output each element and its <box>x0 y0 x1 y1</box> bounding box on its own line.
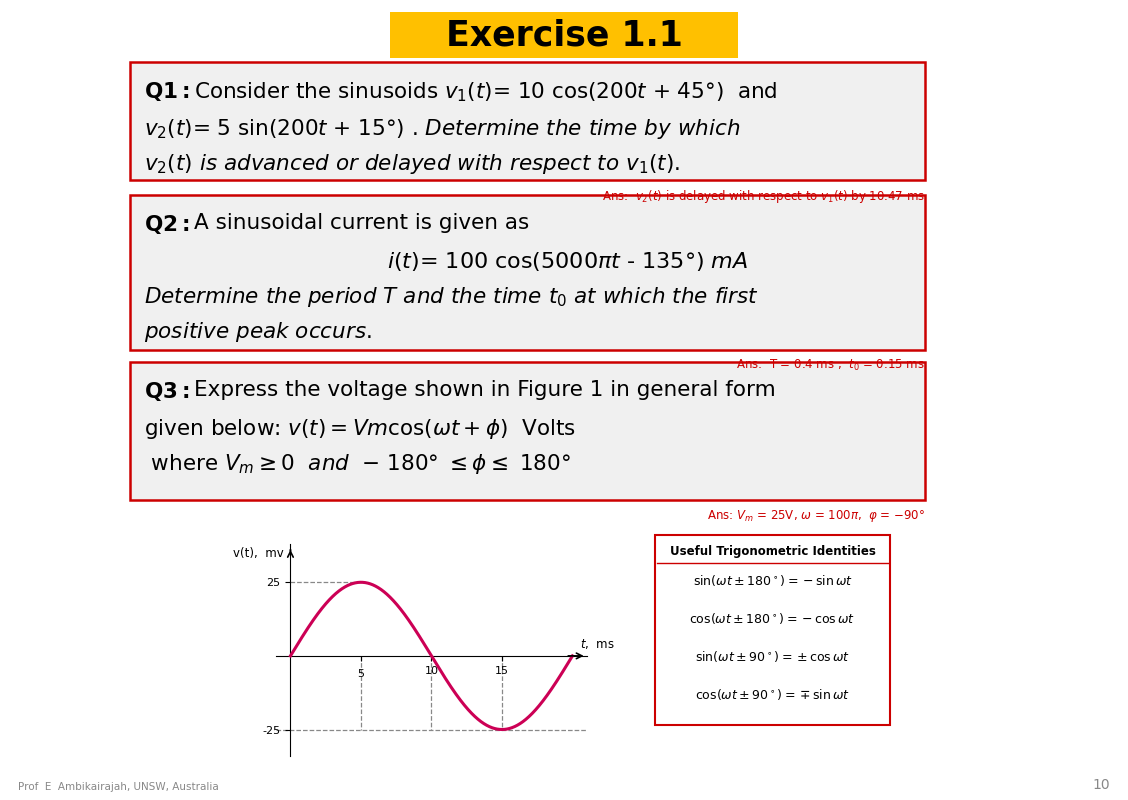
Text: $\it{v_2(t)\ is\ advanced\ or\ delayed\ with\ respect\ to\ v_1(t).}$: $\it{v_2(t)\ is\ advanced\ or\ delayed\ … <box>144 152 680 176</box>
Text: v(t),  mv: v(t), mv <box>232 547 283 560</box>
FancyBboxPatch shape <box>130 62 925 180</box>
Text: Useful Trigonometric Identities: Useful Trigonometric Identities <box>670 545 875 558</box>
Text: Ans: $V_m$ = 25V, $\omega$ = 100$\pi$,  $\varphi$ = $-$90°: Ans: $V_m$ = 25V, $\omega$ = 100$\pi$, $… <box>707 508 925 524</box>
Text: A sinusoidal current is given as: A sinusoidal current is given as <box>194 213 529 233</box>
Text: 5: 5 <box>358 669 364 679</box>
Text: Express the voltage shown in Figure 1 in general form: Express the voltage shown in Figure 1 in… <box>194 380 776 400</box>
Text: $\sin(\omega t \pm 90^\circ) = \pm\cos\omega t$: $\sin(\omega t \pm 90^\circ) = \pm\cos\o… <box>695 649 851 664</box>
FancyBboxPatch shape <box>130 195 925 350</box>
Text: $\cos(\omega t \pm 180^\circ) = -\cos\omega t$: $\cos(\omega t \pm 180^\circ) = -\cos\om… <box>689 611 856 626</box>
Text: Consider the sinusoids $v_1(t)$= 10 cos(200$t$ + 45°)  and: Consider the sinusoids $v_1(t)$= 10 cos(… <box>194 80 777 104</box>
Text: where $V_m \geq 0$  $and$  $-$ 180° $\leq \phi \leq$ 180°: where $V_m \geq 0$ $and$ $-$ 180° $\leq … <box>144 452 571 476</box>
Text: Exercise 1.1: Exercise 1.1 <box>446 18 682 52</box>
Text: $\it{Determine\ the\ period\ T\ and\ the\ time\ t_0\ at\ which\ the\ first}$: $\it{Determine\ the\ period\ T\ and\ the… <box>144 285 759 309</box>
FancyBboxPatch shape <box>130 362 925 500</box>
Text: $t$,  ms: $t$, ms <box>580 638 615 651</box>
Text: given below: $v(t) = Vm\cos(\omega t + \phi)$  Volts: given below: $v(t) = Vm\cos(\omega t + \… <box>144 417 575 441</box>
FancyBboxPatch shape <box>390 12 738 58</box>
Text: $\it{positive\ peak\ occurs.}$: $\it{positive\ peak\ occurs.}$ <box>144 320 372 344</box>
Text: Figure 1: Figure 1 <box>369 732 441 750</box>
FancyBboxPatch shape <box>655 535 890 725</box>
Text: $\bf{Q2:}$: $\bf{Q2:}$ <box>144 213 190 236</box>
Text: $\it{i(t)}$= 100 cos(5000$\pi t$ - 135°) $\it{mA}$: $\it{i(t)}$= 100 cos(5000$\pi t$ - 135°)… <box>387 250 748 273</box>
Text: $\bf{Q3:}$: $\bf{Q3:}$ <box>144 380 190 403</box>
Text: $\sin(\omega t \pm 180^\circ) = -\sin\omega t$: $\sin(\omega t \pm 180^\circ) = -\sin\om… <box>693 573 853 588</box>
Text: Prof  E  Ambikairajah, UNSW, Australia: Prof E Ambikairajah, UNSW, Australia <box>18 782 219 792</box>
Text: 10: 10 <box>1092 778 1110 792</box>
Text: $\cos(\omega t \pm 90^\circ) = \mp\sin\omega t$: $\cos(\omega t \pm 90^\circ) = \mp\sin\o… <box>695 687 851 702</box>
Text: $v_2(t)$= 5 sin(200$t$ + 15°) . $\it{Determine\ the\ time\ by\ which}$: $v_2(t)$= 5 sin(200$t$ + 15°) . $\it{Det… <box>144 117 740 141</box>
Text: Ans:  T = 0.4 ms ,  $t_0$ = 0.15 ms: Ans: T = 0.4 ms , $t_0$ = 0.15 ms <box>737 358 925 373</box>
Text: Ans:  $v_2(t)$ is delayed with respect to $v_1(t)$ by 10.47 ms: Ans: $v_2(t)$ is delayed with respect to… <box>602 188 925 205</box>
Text: $\bf{Q1:}$: $\bf{Q1:}$ <box>144 80 190 103</box>
